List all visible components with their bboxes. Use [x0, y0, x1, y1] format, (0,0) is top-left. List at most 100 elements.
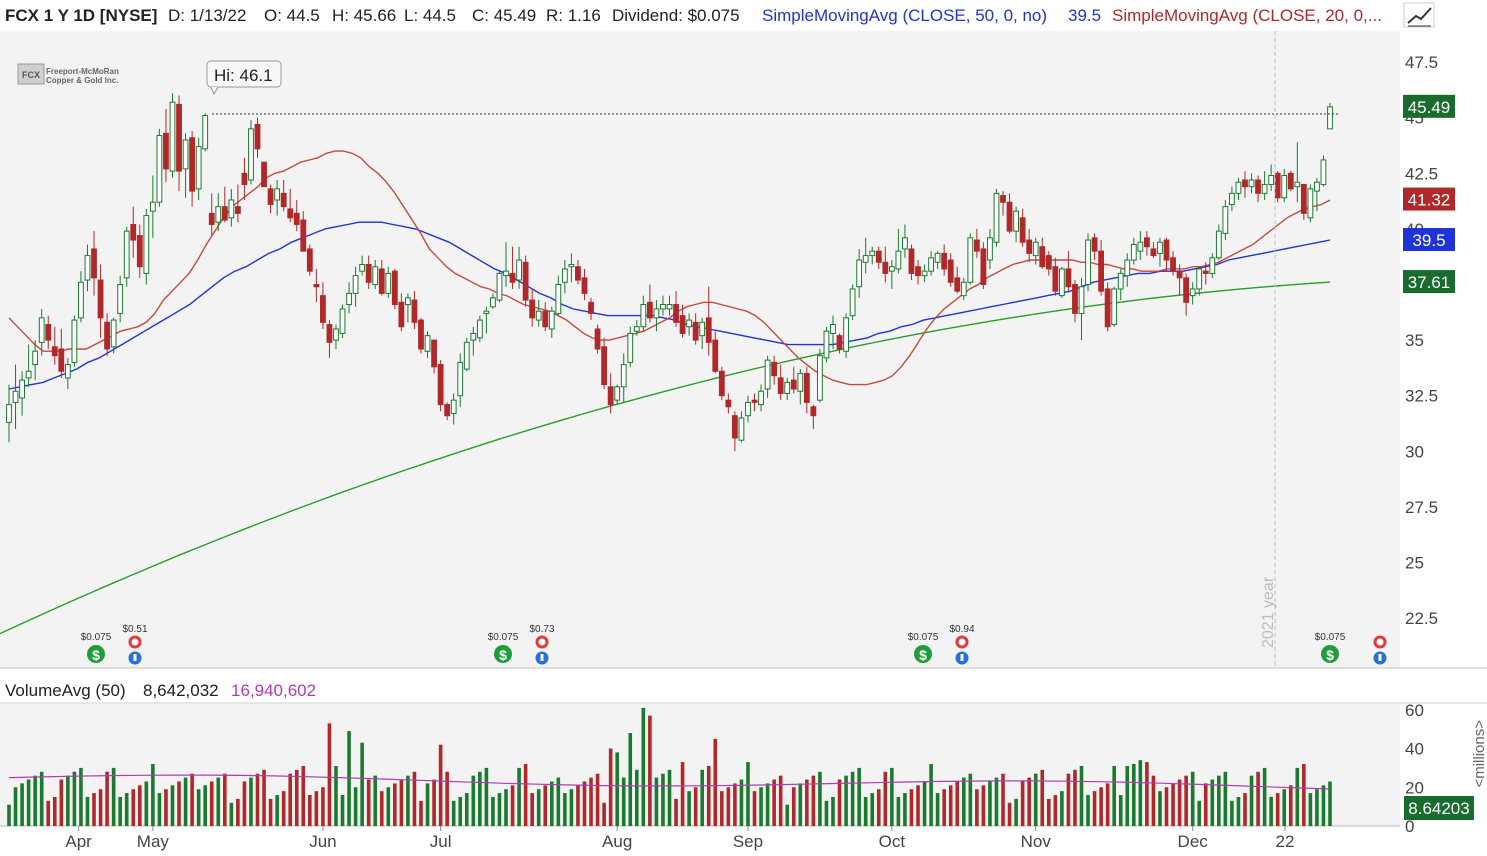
candle: [215, 193, 222, 232]
sma20-label[interactable]: SimpleMovingAvg (CLOSE, 20, 0,...: [1112, 6, 1382, 25]
svg-text:$: $: [499, 647, 507, 663]
candle: [803, 366, 810, 414]
candle: [1026, 228, 1033, 263]
price-value-label: 37.61: [1403, 270, 1455, 294]
price-tick-label: 22.5: [1405, 609, 1438, 628]
sma50-value: 39.5: [1068, 6, 1101, 25]
volume-bar: [1092, 791, 1097, 826]
dividend-marker[interactable]: $0.075 $ $0.73: [488, 624, 555, 665]
candle: [1065, 251, 1072, 292]
candle: [836, 333, 843, 354]
price-tick-label: 42.5: [1405, 164, 1438, 183]
candle: [1006, 193, 1013, 234]
earnings-bulb-icon[interactable]: [535, 651, 549, 665]
candle: [1235, 177, 1242, 201]
volume-bar: [275, 795, 279, 826]
dividend-marker[interactable]: $0.075 $ $0.51: [81, 624, 148, 665]
volume-bar: [811, 775, 816, 826]
candle: [19, 371, 25, 416]
candle: [1052, 257, 1059, 296]
candle: [908, 244, 915, 281]
volume-bar: [844, 775, 848, 826]
volume-bar: [157, 793, 162, 826]
candles-layer: [6, 93, 1333, 452]
candle: [1078, 277, 1085, 341]
candle: [313, 268, 320, 303]
candle: [431, 339, 437, 374]
sma50-label[interactable]: SimpleMovingAvg (CLOSE, 50, 0, no): [762, 6, 1047, 25]
candle: [509, 246, 516, 289]
volume-bar: [1105, 783, 1110, 826]
earnings-alarm-icon[interactable]: [128, 635, 142, 649]
earnings-bulb-icon[interactable]: [955, 651, 969, 665]
candle: [221, 186, 228, 223]
candle: [1281, 168, 1288, 203]
volume-bar: [393, 783, 397, 826]
volume-bar: [1158, 791, 1162, 826]
dividend-dollar-icon[interactable]: $: [914, 645, 932, 663]
candle: [1091, 233, 1098, 261]
volume-bar: [713, 738, 718, 826]
volume-bar: [92, 793, 96, 826]
earnings-alarm-icon[interactable]: [1373, 635, 1387, 649]
earnings-alarm-icon[interactable]: [955, 635, 969, 649]
candle: [6, 384, 12, 443]
earnings-alarm-icon[interactable]: [535, 635, 549, 649]
earnings-bulb-icon[interactable]: [128, 651, 142, 665]
volume-bar: [491, 796, 495, 826]
candle: [1000, 191, 1006, 216]
earnings-bulb-icon[interactable]: [1373, 651, 1387, 665]
volume-bar: [124, 793, 129, 826]
candle: [32, 340, 39, 381]
candle: [274, 179, 281, 216]
volume-bar: [1288, 785, 1293, 826]
candle: [444, 402, 451, 421]
volume-bar: [39, 771, 44, 826]
header: FCX 1 Y 1D [NYSE] D: 1/13/22 O: 44.5 H: …: [5, 6, 1382, 25]
x-tick-label: 22: [1276, 832, 1295, 851]
candle: [117, 275, 124, 323]
volume-bar: [857, 767, 861, 826]
volume-bar: [556, 777, 561, 826]
candle: [1261, 171, 1268, 201]
volume-bar: [281, 791, 286, 826]
dividend-marker[interactable]: $0.075 $ $0.94: [908, 624, 975, 665]
candle: [823, 326, 830, 363]
line-chart-icon[interactable]: [1403, 2, 1435, 28]
candle: [1255, 175, 1261, 203]
dividend-dollar-icon[interactable]: $: [87, 645, 105, 663]
header-open: O: 44.5: [264, 6, 320, 25]
dividend-dollar-icon[interactable]: $: [1321, 645, 1339, 663]
volume-bar: [700, 769, 704, 826]
volume-bar: [850, 771, 855, 826]
candle: [921, 264, 928, 283]
volume-bar: [406, 775, 410, 826]
volume-bar: [785, 804, 790, 826]
candle: [1150, 242, 1157, 258]
candle: [784, 377, 791, 401]
dividend-marker[interactable]: $0.075 $: [1315, 632, 1387, 665]
volume-avg-label[interactable]: VolumeAvg (50): [5, 681, 126, 700]
volume-bar: [994, 777, 999, 826]
volume-bar: [1197, 800, 1202, 826]
symbol-info[interactable]: FCX 1 Y 1D [NYSE]: [5, 6, 157, 25]
volume-bar: [52, 796, 57, 826]
candle: [1163, 237, 1170, 272]
volume-bar: [948, 785, 953, 826]
volume-bar: [549, 781, 554, 826]
volume-bar: [255, 773, 260, 826]
dividend-dollar-icon[interactable]: $: [494, 645, 512, 663]
candle: [503, 242, 509, 287]
volume-bar: [1203, 783, 1208, 826]
volume-bar: [399, 779, 404, 826]
candle: [470, 326, 477, 356]
candle: [1248, 173, 1255, 194]
candle: [1300, 183, 1307, 221]
volume-bar: [366, 779, 371, 826]
volume-bar: [438, 744, 443, 826]
volume-bar: [177, 781, 181, 826]
candle: [686, 313, 693, 336]
sma50-line-layer: [8, 221, 1331, 390]
volume-bar: [988, 781, 992, 826]
volume-bars: [7, 707, 1332, 826]
